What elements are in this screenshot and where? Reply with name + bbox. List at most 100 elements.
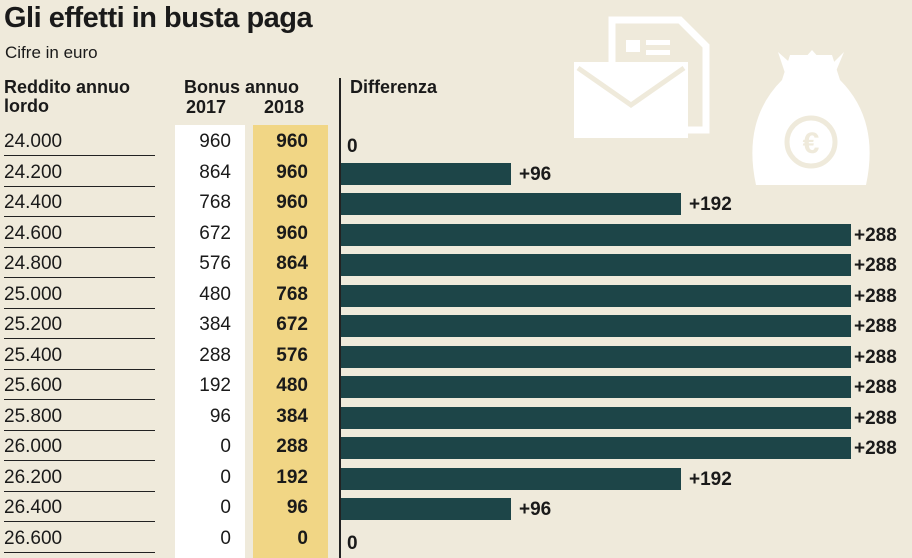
- bonus-2017-value: 0: [220, 466, 231, 488]
- row-divider: [4, 155, 155, 156]
- year-2017-header: 2017: [186, 97, 227, 117]
- difference-bar: [341, 315, 851, 337]
- bonus-2017-value: 864: [199, 161, 231, 183]
- bonus-2017-value: 960: [199, 131, 231, 152]
- bonus-2018-value: 288: [276, 436, 308, 457]
- income-header: Reddito annuo lordo: [4, 78, 130, 116]
- table-row: 25.600 192 480 +288: [0, 372, 912, 402]
- difference-bar: [341, 162, 511, 185]
- difference-label: +192: [689, 194, 732, 215]
- income-header-line2: lordo: [4, 96, 49, 116]
- table-row: 26.200 0 192 +192: [0, 464, 912, 494]
- row-divider: [4, 246, 155, 248]
- income-label: 26.200: [4, 466, 63, 488]
- difference-header: Differenza: [350, 77, 438, 97]
- difference-label: +288: [854, 255, 897, 276]
- row-divider: [4, 460, 155, 461]
- euro-money-bag-icon: €: [752, 50, 870, 185]
- bonus-2017-value: 576: [199, 253, 231, 274]
- bonus-2018-value: 480: [276, 375, 308, 396]
- income-label: 25.200: [4, 314, 63, 335]
- bonus-2018-value: 768: [276, 283, 308, 305]
- difference-label: 0: [347, 136, 358, 157]
- bonus-2018-value: 192: [276, 466, 308, 488]
- income-label: 24.400: [4, 192, 63, 213]
- difference-label: +96: [519, 499, 552, 520]
- bonus-2017-value: 480: [199, 283, 231, 305]
- difference-label: +288: [854, 316, 897, 337]
- difference-bar: [341, 345, 851, 368]
- difference-label: +96: [519, 163, 552, 185]
- bonus-2017-value: 0: [220, 527, 231, 549]
- difference-label: +288: [854, 285, 897, 307]
- bonus-header: Bonus annuo: [184, 77, 299, 97]
- difference-bar: [341, 223, 851, 246]
- row-divider: [4, 490, 155, 492]
- bonus-2017-value: 192: [199, 375, 231, 396]
- year-2018-header: 2018: [264, 97, 305, 117]
- income-label: 24.600: [4, 222, 63, 244]
- difference-bar: [341, 193, 681, 215]
- row-divider: [4, 338, 155, 339]
- bonus-2018-value: 960: [276, 192, 308, 213]
- income-label: 26.600: [4, 527, 63, 549]
- bonus-2017-value: 0: [220, 436, 231, 457]
- income-header-line1: Reddito annuo: [4, 77, 130, 97]
- bonus-2018-value: 960: [276, 222, 308, 244]
- table-row: 24.400 768 960 +192: [0, 189, 912, 219]
- table-row: 24.600 672 960 +288: [0, 220, 912, 250]
- axis-line: [339, 78, 341, 558]
- income-label: 25.800: [4, 405, 63, 427]
- row-divider: [4, 551, 155, 553]
- bonus-2018-value: 864: [276, 253, 308, 274]
- chart-title: Gli effetti in busta paga: [4, 2, 313, 34]
- income-label: 24.200: [4, 161, 63, 183]
- bonus-2018-value: 672: [276, 314, 308, 335]
- table-row: 25.200 384 672 +288: [0, 311, 912, 341]
- difference-label: +288: [854, 377, 897, 398]
- income-label: 26.400: [4, 497, 63, 518]
- difference-bar: [341, 498, 511, 520]
- bonus-2018-column: [253, 125, 328, 558]
- table-row: 26.000 0 288 +288: [0, 433, 912, 463]
- income-label: 25.600: [4, 375, 63, 396]
- envelope-document-icon: [574, 16, 710, 138]
- difference-label: +288: [854, 224, 897, 246]
- row-divider: [4, 368, 155, 370]
- difference-bar: [341, 467, 681, 490]
- table-row: 26.400 0 96 +96: [0, 494, 912, 524]
- row-divider: [4, 277, 155, 278]
- bonus-2017-value: 0: [220, 497, 231, 518]
- bonus-2018-value: 576: [276, 344, 308, 366]
- difference-label: +192: [689, 468, 732, 490]
- income-label: 26.000: [4, 436, 63, 457]
- bonus-2017-value: 384: [199, 314, 231, 335]
- bonus-2018-value: 960: [276, 161, 308, 183]
- bonus-2018-value: 960: [276, 131, 308, 152]
- chart-subtitle: Cifre in euro: [5, 43, 98, 62]
- bonus-2017-value: 96: [209, 405, 231, 427]
- bonus-2018-value: 0: [297, 527, 308, 549]
- bonus-2017-value: 768: [199, 192, 231, 213]
- row-divider: [4, 429, 155, 431]
- table-row: 25.800 96 384 +288: [0, 403, 912, 433]
- income-label: 25.400: [4, 344, 63, 366]
- row-divider: [4, 307, 155, 309]
- difference-bar: [341, 284, 851, 307]
- income-label: 24.000: [4, 131, 63, 152]
- svg-text:€: €: [803, 127, 820, 160]
- row-divider: [4, 216, 155, 217]
- difference-label: 0: [347, 532, 358, 554]
- bonus-2017-value: 672: [199, 222, 231, 244]
- row-divider: [4, 185, 155, 187]
- difference-bar: [341, 437, 851, 459]
- bonus-2018-value: 384: [276, 405, 308, 427]
- difference-bar: [341, 406, 851, 429]
- bonus-2018-value: 96: [286, 497, 308, 518]
- difference-label: +288: [854, 346, 897, 368]
- difference-label: +288: [854, 407, 897, 429]
- difference-bar: [341, 376, 851, 398]
- table-row: 26.600 0 0 0: [0, 525, 912, 555]
- income-label: 25.000: [4, 283, 63, 305]
- bonus-2017-value: 288: [199, 344, 231, 366]
